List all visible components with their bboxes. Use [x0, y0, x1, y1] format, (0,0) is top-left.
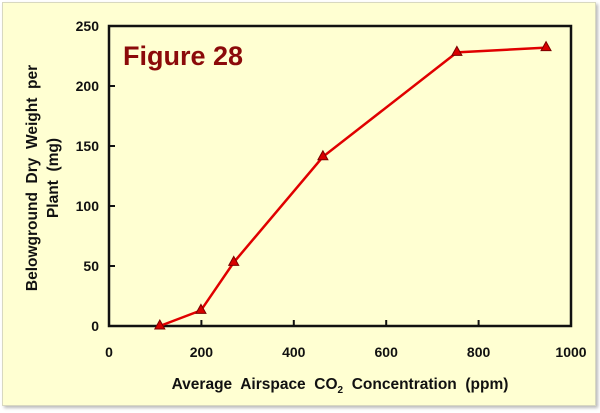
data-point-triangle [317, 149, 329, 161]
data-point-triangle [195, 303, 207, 314]
x-tick-label: 1000 [555, 344, 586, 360]
data-point-triangle [451, 45, 463, 56]
plot-area [107, 24, 573, 328]
y-tick-label: 250 [76, 18, 100, 34]
y-tick-label: 200 [76, 78, 100, 94]
x-axis-label-part: Average Airspace CO [172, 376, 338, 393]
data-point-triangle [227, 255, 240, 266]
x-tick-label: 0 [105, 344, 113, 360]
y-tick-label: 50 [83, 258, 99, 274]
x-axis-label-part: Concentration (ppm) [343, 376, 508, 393]
series-line [159, 46, 547, 328]
x-tick-label: 600 [375, 344, 399, 360]
x-axis-label-subscript: 2 [338, 385, 344, 396]
y-tick-label: 150 [76, 138, 100, 154]
x-axis-label: Average Airspace CO2 Concentration (ppm) [172, 376, 509, 396]
data-point-triangle [153, 318, 166, 330]
chart-title: Figure 28 [123, 41, 243, 71]
x-tick-label: 800 [467, 344, 491, 360]
chart-frame: 0 200 400 600 800 1000 0 50 100 150 200 250 Figure 2… [2, 2, 596, 406]
y-axis-label-line1: Belowground Dry Weight per [24, 65, 41, 291]
y-tick-label: 0 [91, 318, 99, 334]
line-chart: 0 200 400 600 800 1000 0 50 100 150 200 250 Figure 2… [24, 18, 587, 396]
y-tick-label: 100 [76, 198, 100, 214]
x-tick-label: 400 [282, 344, 306, 360]
y-axis-label-line2: Plant (mg) [45, 138, 62, 218]
data-point-triangle [540, 40, 552, 52]
x-tick-label: 200 [190, 344, 214, 360]
